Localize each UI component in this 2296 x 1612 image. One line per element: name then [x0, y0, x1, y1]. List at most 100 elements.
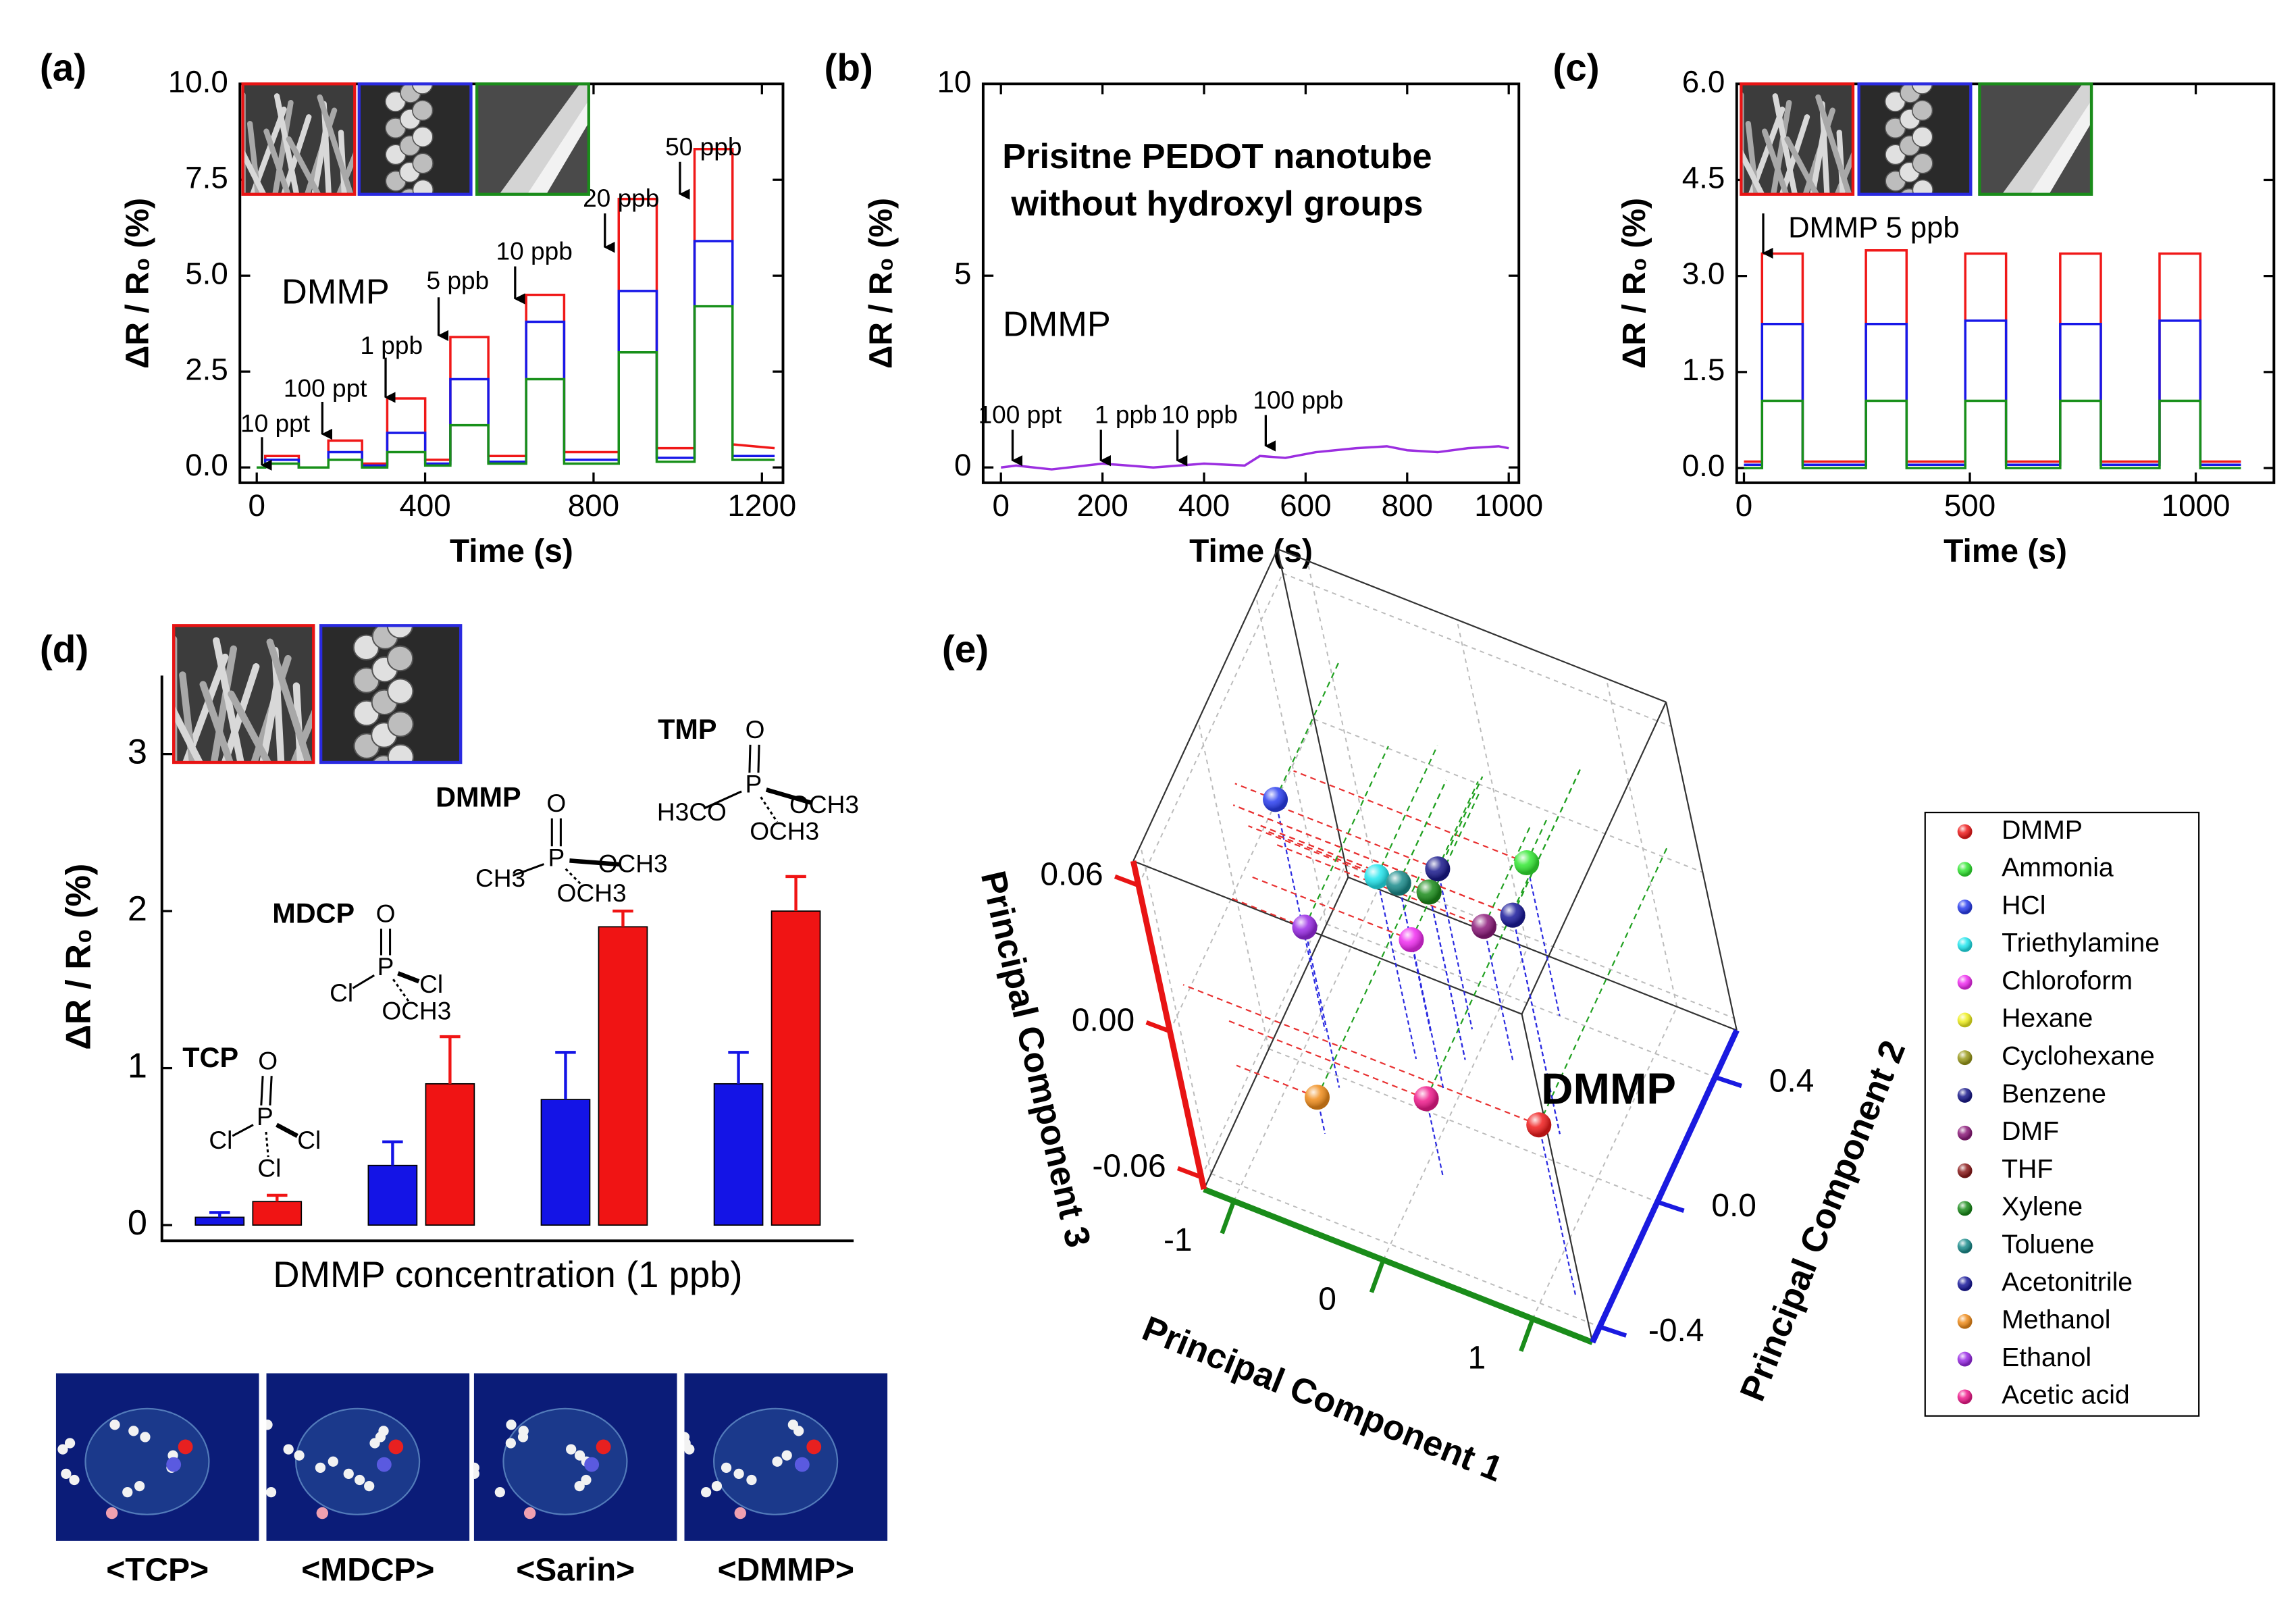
- y-tick-label: 3.0: [1682, 257, 1725, 291]
- y-tick-label: 5: [954, 256, 971, 290]
- annotation: DMMP 5 ppb: [1788, 212, 1960, 244]
- z-tick-label: 0.00: [1072, 1003, 1134, 1039]
- projection-line: [1273, 803, 1438, 870]
- y-tick-label: 0.0: [1711, 1188, 1756, 1224]
- image-frame: [1857, 82, 1973, 196]
- legend-label: Ethanol: [2002, 1343, 2091, 1372]
- bond: [269, 1076, 273, 1106]
- point-shine: [1399, 927, 1424, 953]
- box-edge: [1348, 876, 1738, 1031]
- grid-line: [1307, 561, 1379, 889]
- model-atom: [364, 1480, 375, 1492]
- model-atom: [581, 1474, 592, 1486]
- image-detail: [174, 703, 204, 762]
- bond: [397, 971, 420, 984]
- box-edge: [1203, 877, 1349, 1190]
- sem-image: [174, 625, 314, 762]
- atom-label: Cl: [330, 979, 353, 1007]
- annotation: 5 ppb: [426, 266, 489, 294]
- image-detail: [266, 638, 313, 762]
- x-tick: [1369, 1259, 1386, 1293]
- image-detail: [1741, 147, 1765, 194]
- annotation: DMMP: [282, 273, 390, 312]
- y-tick-label: 1.5: [1682, 353, 1725, 387]
- legend-marker-shine: [1957, 974, 1973, 990]
- image-frame: [357, 82, 473, 196]
- point-shine: [1364, 864, 1390, 889]
- legend-marker-shine: [1957, 1163, 1973, 1178]
- model-atom: [711, 1480, 723, 1492]
- grid-line: [1532, 1006, 1678, 1320]
- image-detail: [1912, 126, 1933, 148]
- model-atom: [574, 1480, 585, 1492]
- y-tick-label: 0: [954, 448, 971, 482]
- sem-image: [477, 84, 589, 194]
- legend-marker-shine: [1957, 862, 1973, 877]
- bond: [569, 858, 620, 867]
- grid-line: [1326, 923, 1716, 1078]
- model-atom: [128, 1426, 139, 1436]
- error-bar: [209, 1211, 230, 1218]
- legend-marker-shine: [1957, 1276, 1973, 1291]
- x-tick-label: 0: [992, 488, 1009, 523]
- legend-label: Hexane: [2002, 1004, 2093, 1033]
- bond: [276, 1122, 298, 1138]
- model-atom: [109, 1420, 120, 1430]
- image-detail: [213, 637, 244, 762]
- sem-image: [359, 84, 471, 194]
- model-atom: [517, 1432, 529, 1442]
- image-detail: [1911, 84, 1933, 95]
- model-atom: [566, 1444, 577, 1455]
- projection-line: [1303, 927, 1340, 1088]
- model-atom: [57, 1444, 68, 1455]
- atom-label: H3CO: [657, 798, 727, 826]
- grid-line: [1282, 573, 1672, 727]
- annotation: 100 ppt: [284, 373, 367, 402]
- image-detail: [412, 126, 434, 148]
- legend-box: [1924, 812, 2200, 1417]
- annotation: 100 ppb: [1253, 386, 1343, 414]
- series-line: [1001, 445, 1509, 471]
- model-atom: [266, 1487, 277, 1498]
- annotation: 10 ppb: [1162, 400, 1238, 429]
- point-shine: [1413, 1086, 1439, 1112]
- model-atom: [378, 1426, 389, 1436]
- y-tick-label: -0.4: [1648, 1313, 1704, 1349]
- projection-line: [1236, 1064, 1317, 1098]
- projection-line: [1229, 897, 1305, 928]
- legend-marker-shine: [1957, 1088, 1973, 1103]
- point-shine: [1304, 1085, 1330, 1110]
- annotation: 10 ppb: [496, 237, 572, 265]
- image-frame: [475, 82, 590, 196]
- x-axis-title: Time (s): [1189, 534, 1313, 569]
- image-detail: [411, 84, 434, 95]
- model-atom: [61, 1468, 72, 1480]
- point-shine: [1514, 850, 1540, 876]
- y-tick-label: 2: [128, 889, 147, 929]
- projection-line: [1426, 1098, 1444, 1177]
- y-tick-label: 6.0: [1682, 64, 1725, 99]
- z-tick: [1176, 1166, 1203, 1180]
- plot-frame: [981, 82, 1521, 484]
- projection-line: [1398, 779, 1447, 884]
- image-detail: [1912, 179, 1933, 194]
- annotation: 1 ppb: [360, 331, 423, 359]
- atom-label: O: [546, 789, 566, 817]
- atom-label: O: [376, 899, 396, 927]
- atom-label: OCH3: [750, 816, 819, 845]
- x-axis-title: Time (s): [1943, 534, 2067, 569]
- model-label: <TCP>: [106, 1552, 209, 1588]
- model-atom: [574, 1450, 585, 1461]
- point-shine: [1526, 1112, 1552, 1138]
- model-atom: [343, 1468, 354, 1480]
- z-tick-label: 0.06: [1040, 857, 1103, 893]
- atom-label: OCH3: [598, 849, 668, 877]
- model-atom: [178, 1439, 193, 1455]
- panel-label: (e): [942, 628, 989, 671]
- x-tick-label: 0: [1318, 1281, 1336, 1317]
- image-detail: [199, 681, 234, 762]
- box-edge: [1132, 548, 1278, 862]
- model-atom: [806, 1439, 822, 1455]
- model-atom: [787, 1420, 799, 1430]
- point-shine: [1292, 914, 1317, 940]
